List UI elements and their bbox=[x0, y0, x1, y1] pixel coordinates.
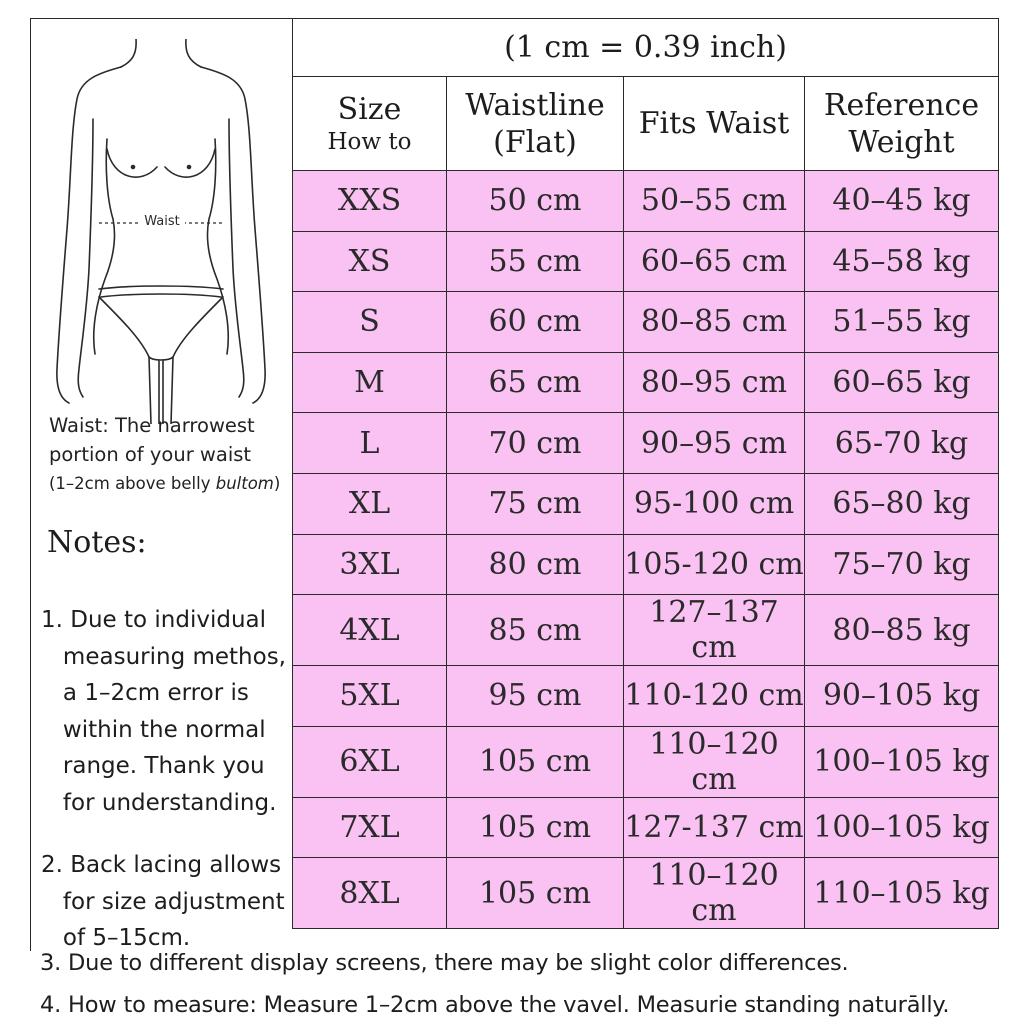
cell-fits-waist: 110–120 cm bbox=[623, 725, 805, 798]
waist-caption-line3: (1–2cm above belly bultom) bbox=[49, 469, 299, 498]
table-row: 6XL 105 cm 110–120 cm 100–105 kg bbox=[292, 725, 999, 798]
note-3: 3. Due to different display screens, the… bbox=[40, 950, 849, 976]
cell-size: 3XL bbox=[292, 533, 447, 596]
body-figure-illustration: Waist bbox=[56, 39, 266, 424]
waist-caption-line3-prefix: (1–2cm above belly bbox=[49, 474, 216, 493]
note-2: 2. Back lacing allows for size adjustmen… bbox=[41, 852, 285, 951]
cell-weight: 60–65 kg bbox=[804, 351, 999, 414]
waist-label: Waist bbox=[144, 214, 179, 229]
header-waistline: Waistline (Flat) bbox=[446, 76, 624, 171]
cell-fits-waist: 105-120 cm bbox=[623, 533, 805, 596]
table-row: 8XL 105 cm 110–120 cm 110–105 kg bbox=[292, 857, 999, 930]
header-size: Size How to bbox=[292, 76, 447, 171]
cell-waistline: 50 cm bbox=[446, 170, 624, 232]
cell-fits-waist: 110–120 cm bbox=[623, 857, 805, 930]
cell-waistline: 75 cm bbox=[446, 472, 624, 535]
note-4: 4. How to measure: Measure 1–2cm above t… bbox=[40, 992, 950, 1018]
waist-caption-line1: Waist: The narrowest bbox=[49, 414, 255, 437]
cell-size: XS bbox=[292, 230, 447, 293]
cell-fits-waist: 110-120 cm bbox=[623, 665, 805, 727]
cell-size: 6XL bbox=[292, 725, 447, 798]
cell-fits-waist: 127-137 cm bbox=[623, 796, 805, 859]
table-row: M 65 cm 80–95 cm 60–65 kg bbox=[292, 351, 999, 414]
cell-waistline: 105 cm bbox=[446, 857, 624, 930]
cell-size: 7XL bbox=[292, 796, 447, 859]
cell-size: L bbox=[292, 412, 447, 474]
table-row: 7XL 105 cm 127-137 cm 100–105 kg bbox=[292, 796, 999, 859]
header-size-label: Size bbox=[337, 92, 402, 127]
left-panel: Waist Waist: The narrowest portion of yo… bbox=[30, 18, 293, 951]
cell-weight: 80–85 kg bbox=[804, 594, 999, 667]
cell-waistline: 105 cm bbox=[446, 725, 624, 798]
table-row: S 60 cm 80–85 cm 51–55 kg bbox=[292, 291, 999, 353]
header-waistline-line1: Waistline bbox=[465, 87, 605, 123]
cell-size: M bbox=[292, 351, 447, 414]
cell-fits-waist: 127–137 cm bbox=[623, 594, 805, 667]
cell-waistline: 60 cm bbox=[446, 291, 624, 353]
cell-weight: 40–45 kg bbox=[804, 170, 999, 232]
header-reference-weight: Reference Weight bbox=[804, 76, 999, 171]
waist-caption-line3-italic: bultom bbox=[215, 474, 274, 493]
cell-fits-waist: 95-100 cm bbox=[623, 472, 805, 535]
waist-caption-line2: portion of your waist bbox=[49, 443, 252, 466]
cell-weight: 51–55 kg bbox=[804, 291, 999, 353]
cell-weight: 90–105 kg bbox=[804, 665, 999, 727]
cell-size: XL bbox=[292, 472, 447, 535]
cell-fits-waist: 80–85 cm bbox=[623, 291, 805, 353]
cell-fits-waist: 90–95 cm bbox=[623, 412, 805, 474]
cell-size: XXS bbox=[292, 170, 447, 232]
cell-waistline: 65 cm bbox=[446, 351, 624, 414]
table-row: XL 75 cm 95-100 cm 65–80 kg bbox=[292, 472, 999, 535]
table-row: XXS 50 cm 50–55 cm 40–45 kg bbox=[292, 170, 999, 232]
cell-weight: 75–70 kg bbox=[804, 533, 999, 596]
cell-waistline: 105 cm bbox=[446, 796, 624, 859]
unit-conversion-caption: (1 cm = 0.39 inch) bbox=[292, 18, 999, 77]
header-waistline-line2: (Flat) bbox=[493, 124, 577, 160]
cell-fits-waist: 60–65 cm bbox=[623, 230, 805, 293]
cell-weight: 100–105 kg bbox=[804, 796, 999, 859]
cell-size: 5XL bbox=[292, 665, 447, 727]
cell-weight: 45–58 kg bbox=[804, 230, 999, 293]
cell-size: 4XL bbox=[292, 594, 447, 667]
header-weight-line1: Reference bbox=[823, 87, 980, 123]
table-row: L 70 cm 90–95 cm 65-70 kg bbox=[292, 412, 999, 474]
waist-caption: Waist: The narrowest portion of your wai… bbox=[49, 411, 299, 498]
table-body: XXS 50 cm 50–55 cm 40–45 kg XS 55 cm 60–65 cm 4… bbox=[292, 170, 999, 930]
cell-size: 8XL bbox=[292, 857, 447, 930]
cell-waistline: 95 cm bbox=[446, 665, 624, 727]
cell-fits-waist: 50–55 cm bbox=[623, 170, 805, 232]
cell-weight: 110–105 kg bbox=[804, 857, 999, 930]
cell-weight: 65-70 kg bbox=[804, 412, 999, 474]
header-weight-line2: Weight bbox=[848, 124, 955, 160]
note-1: 1. Due to individual measuring methos, a… bbox=[41, 607, 286, 816]
cell-weight: 100–105 kg bbox=[804, 725, 999, 798]
table-row: 3XL 80 cm 105-120 cm 75–70 kg bbox=[292, 533, 999, 596]
cell-waistline: 55 cm bbox=[446, 230, 624, 293]
size-chart-table: (1 cm = 0.39 inch) Size How to Waistline… bbox=[292, 18, 999, 930]
cell-waistline: 70 cm bbox=[446, 412, 624, 474]
notes-heading: Notes: bbox=[47, 525, 147, 560]
table-row: XS 55 cm 60–65 cm 45–58 kg bbox=[292, 230, 999, 293]
table-row: 4XL 85 cm 127–137 cm 80–85 kg bbox=[292, 594, 999, 667]
cell-size: S bbox=[292, 291, 447, 353]
header-fits-waist: Fits Waist bbox=[623, 76, 805, 171]
cell-weight: 65–80 kg bbox=[804, 472, 999, 535]
header-size-sub: How to bbox=[327, 129, 412, 155]
cell-fits-waist: 80–95 cm bbox=[623, 351, 805, 414]
cell-waistline: 80 cm bbox=[446, 533, 624, 596]
cell-waistline: 85 cm bbox=[446, 594, 624, 667]
table-row: 5XL 95 cm 110-120 cm 90–105 kg bbox=[292, 665, 999, 727]
table-header-row: Size How to Waistline (Flat) Fits Waist … bbox=[292, 76, 999, 171]
waist-caption-line3-suffix: ) bbox=[273, 474, 281, 493]
